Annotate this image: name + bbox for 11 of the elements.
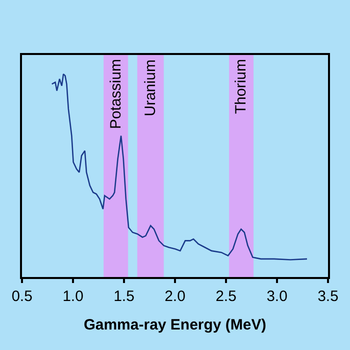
x-tick-label: 3.5: [318, 288, 338, 305]
x-tick-label: 3.0: [266, 288, 288, 305]
x-tick-label: 2.5: [216, 288, 236, 305]
band-label: Potassium: [108, 59, 125, 130]
x-tick-label: 1.5: [114, 288, 134, 305]
x-axis-title: Gamma-ray Energy (MeV): [84, 316, 266, 334]
x-tick-label: 2.0: [164, 288, 186, 305]
x-tick-label: 0.5: [12, 288, 32, 305]
band-label: Uranium: [142, 60, 159, 116]
band-label: Thorium: [232, 59, 250, 114]
x-tick-label: 1.0: [62, 288, 84, 305]
